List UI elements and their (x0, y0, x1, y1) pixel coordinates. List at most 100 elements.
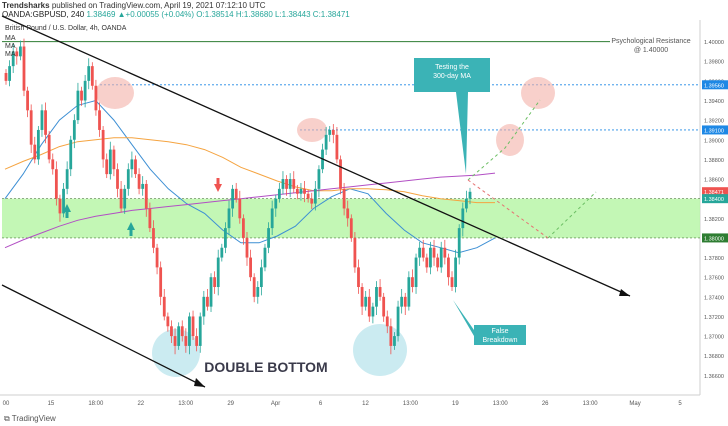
callout-false-breakdown (453, 300, 526, 345)
publisher-line: Trendsharks published on TradingView.com… (2, 1, 266, 10)
publisher-name: Trendsharks (2, 1, 50, 10)
price-label-text: 1.38471 (704, 190, 724, 196)
candle-body (202, 296, 206, 317)
callout-false-text: False (491, 328, 508, 335)
candle-body (447, 257, 450, 278)
price-label-text: 1.38000 (704, 236, 724, 242)
candle-body (421, 247, 425, 258)
candle-body (450, 277, 454, 288)
candle-body (256, 287, 260, 297)
candle-body (425, 257, 429, 268)
candle-body (465, 198, 468, 209)
price-label-box (702, 194, 728, 204)
candle-body (108, 149, 112, 175)
time-tick-label: 00 (3, 401, 10, 407)
candle-body (357, 267, 360, 288)
candle-body (367, 296, 371, 317)
candle-body (83, 80, 87, 101)
candle-body (18, 46, 22, 57)
candle-body (277, 188, 281, 199)
candle-body (259, 267, 263, 288)
candle-body (8, 66, 11, 81)
candles-group (4, 38, 472, 355)
candle-body (457, 228, 461, 258)
tradingview-logo[interactable]: ⧉ TradingView (4, 414, 56, 424)
candle-body (26, 90, 29, 111)
candle-body (396, 306, 400, 337)
price-tick-label: 1.36600 (704, 374, 724, 380)
ma-legend-label: MA (5, 51, 16, 58)
price-tick-label: 1.39800 (704, 60, 724, 66)
candle-body (166, 316, 170, 327)
candle-body (234, 188, 238, 199)
candle-body (119, 188, 123, 209)
up-arrow-icon-stem (129, 230, 133, 236)
psychological-resistance-label: Psychological Resistance (611, 38, 690, 45)
candle-body (281, 179, 285, 189)
candle-body (101, 129, 105, 160)
price-chart[interactable]: Testing the 300-day MA False Breakdown DOUBL… (0, 0, 728, 412)
candle-body (76, 90, 80, 121)
price-tick-label: 1.39200 (704, 119, 724, 125)
time-tick-label: 13:00 (178, 401, 194, 407)
time-tick-label: 19 (452, 401, 459, 407)
callout-false-text: Breakdown (482, 337, 517, 344)
time-tick-label: 13:00 (403, 401, 419, 407)
candle-body (216, 257, 220, 288)
candle-body (62, 188, 65, 214)
up-arrow-icon (63, 204, 71, 212)
candle-body (331, 129, 335, 135)
time-tick-label: 12 (362, 401, 369, 407)
candle-body (98, 110, 101, 130)
candle-body (69, 139, 73, 170)
callout-testing-text: Testing the (435, 64, 469, 71)
candle-body (295, 188, 299, 194)
time-tick-label: 26 (542, 401, 549, 407)
symbol-line: OANDA:GBPUSD, 240 1.38469 ▲+0.00055 (+0.… (2, 10, 350, 19)
price-tick-label: 1.38600 (704, 178, 724, 184)
descending-trendline-lower (1, 284, 206, 388)
candle-body (206, 296, 209, 307)
psychological-resistance-label: @ 1.40000 (634, 47, 668, 54)
double-bottom-label: DOUBLE BOTTOM (204, 359, 327, 375)
moving-average-2 (4, 137, 495, 204)
price-tick-label: 1.37400 (704, 295, 724, 301)
candle-body (105, 159, 109, 175)
candle-body (47, 134, 51, 160)
candle-body (385, 316, 389, 327)
moving-average-3 (4, 172, 496, 249)
highlight-top-left (96, 77, 134, 109)
candle-body (116, 169, 119, 189)
candle-body (29, 110, 33, 145)
callout-testing-ma (414, 58, 490, 174)
candle-body (364, 296, 368, 307)
candle-body (123, 188, 127, 209)
candle-body (249, 257, 252, 278)
tradingview-logo-icon: ⧉ (4, 414, 10, 423)
candle-body (22, 46, 26, 91)
candle-body (288, 179, 292, 189)
candle-body (245, 237, 249, 258)
candle-body (414, 257, 418, 288)
ma-legend-label: MA (5, 35, 16, 42)
candle-body (209, 277, 213, 307)
candle-body (299, 188, 303, 194)
candle-body (403, 296, 407, 307)
price-tick-label: 1.38200 (704, 217, 724, 223)
candle-body (317, 169, 321, 189)
candle-body (241, 218, 245, 238)
candle-body (443, 247, 447, 258)
candle-body (213, 277, 217, 288)
candle-body (310, 198, 314, 204)
candle-body (134, 159, 137, 175)
price-tick-label: 1.36800 (704, 354, 724, 360)
price-tick-label: 1.37800 (704, 256, 724, 262)
candle-body (195, 336, 199, 346)
descending-trendline-upper (1, 15, 631, 297)
projection-bullish-lower (547, 191, 597, 239)
trendline-upper-arrowhead (619, 289, 630, 296)
symbol: OANDA:GBPUSD, 240 (2, 10, 85, 19)
candle-body (436, 257, 440, 268)
candle-body (65, 169, 69, 189)
tradingview-logo-text: TradingView (11, 414, 56, 423)
